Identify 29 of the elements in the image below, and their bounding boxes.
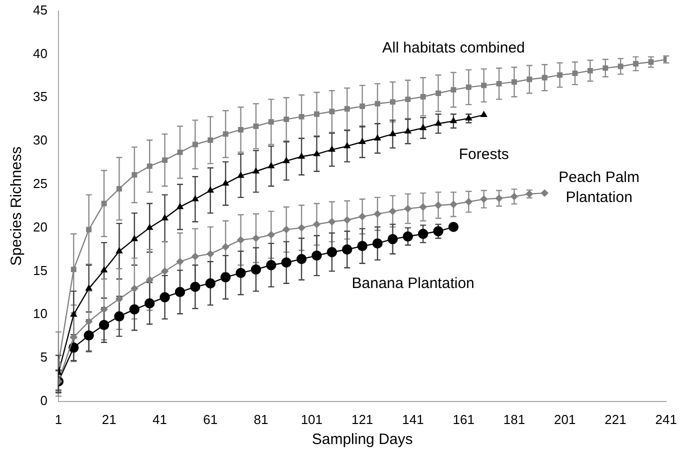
y-tick-label: 30 <box>32 132 48 148</box>
x-tick-label: 221 <box>604 412 626 427</box>
x-tick-label: 1 <box>54 412 62 427</box>
y-tick-label: 10 <box>32 306 48 322</box>
y-tick-label: 5 <box>40 350 48 365</box>
x-tick-label: 161 <box>452 412 474 427</box>
x-tick-label: 141 <box>402 412 424 427</box>
y-tick-label: 45 <box>32 2 48 18</box>
x-tick-label: 101 <box>300 412 323 427</box>
x-tick-label: 61 <box>203 412 218 427</box>
y-axis-title: Species Richness <box>8 146 26 266</box>
x-tick-label: 121 <box>351 412 374 427</box>
x-tick-label: 201 <box>554 412 576 427</box>
x-tick-label: 41 <box>152 412 167 427</box>
y-tick-label: 25 <box>32 176 48 191</box>
y-tick-label: 20 <box>32 219 48 234</box>
y-tick-label: 40 <box>32 46 48 61</box>
y-tick-label: 0 <box>40 392 48 408</box>
y-tick-label: 35 <box>32 89 48 104</box>
x-tick-label: 241 <box>655 412 678 427</box>
x-tick-label: 21 <box>102 412 116 427</box>
series-label: Banana Plantation <box>352 275 474 292</box>
x-tick-label: 181 <box>503 412 526 427</box>
y-tick-label: 15 <box>32 262 48 278</box>
series-label: Peach Palm Plantation <box>558 169 640 206</box>
series-label: Forests <box>458 146 509 164</box>
x-tick-label: 81 <box>254 412 268 427</box>
series-label: All habitats combined <box>382 39 525 56</box>
x-axis-title: Sampling Days <box>312 431 413 448</box>
